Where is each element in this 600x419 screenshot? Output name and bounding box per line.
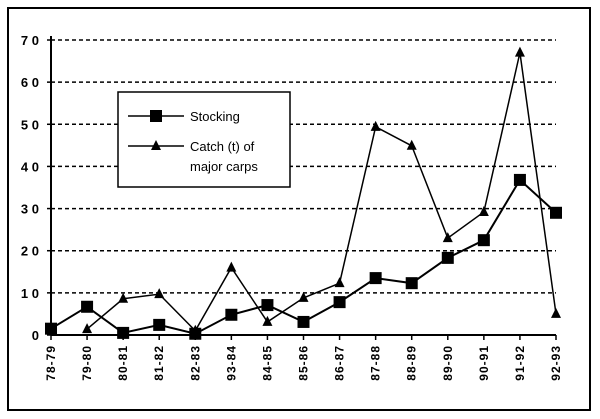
legend-label: major carps (190, 159, 258, 174)
series-line (86, 52, 557, 333)
x-tick-label: 92-93 (549, 345, 563, 381)
x-tick-label: 78-79 (44, 345, 58, 381)
x-tick-label: 80-81 (116, 345, 130, 381)
square-marker (261, 299, 274, 312)
square-marker (117, 326, 130, 339)
triangle-marker (514, 46, 525, 57)
legend: Stocking Catch (t) of major carps (117, 91, 291, 188)
triangle-marker (298, 291, 309, 302)
triangle-marker (551, 307, 561, 318)
square-marker (405, 277, 418, 290)
x-tick-label: 87-88 (369, 345, 383, 381)
square-marker (150, 110, 162, 122)
x-tick-label: 88-89 (405, 345, 419, 381)
triangle-marker (151, 140, 161, 150)
x-tick-label: 86-87 (333, 345, 347, 381)
x-tick-label: 84-85 (260, 345, 274, 381)
y-tick-label: 0 (32, 328, 39, 343)
square-marker (441, 251, 454, 264)
triangle-marker (334, 277, 345, 288)
triangle-marker (406, 139, 417, 150)
triangle-marker (190, 324, 201, 335)
x-tick-label: 85-86 (297, 345, 311, 381)
square-marker (333, 296, 346, 309)
legend-label: Stocking (190, 109, 240, 124)
y-tick-label: 7 0 (21, 33, 39, 48)
y-tick-label: 5 0 (21, 117, 39, 132)
x-tick-label: 90-91 (477, 345, 491, 381)
triangle-marker (154, 288, 165, 299)
x-tick-label: 91-92 (513, 345, 527, 381)
y-tick-label: 3 0 (21, 202, 39, 217)
series-triangle (82, 46, 561, 335)
x-tick-label: 81-82 (152, 345, 166, 381)
triangle-marker (478, 205, 489, 216)
square-marker (225, 308, 238, 321)
legend-label: Catch (t) of (190, 139, 255, 154)
x-tick-label: 89-90 (441, 345, 455, 381)
y-tick-label: 2 0 (21, 244, 39, 259)
x-tick-label: 79-80 (80, 345, 94, 381)
square-marker (477, 234, 490, 247)
series-square (45, 173, 562, 340)
triangle-marker (442, 232, 453, 243)
triangle-marker (226, 261, 237, 272)
square-marker (153, 318, 166, 331)
triangle-marker (262, 315, 273, 326)
legend-box (117, 91, 291, 188)
y-tick-label: 4 0 (21, 159, 39, 174)
y-tick-label: 6 0 (21, 75, 39, 90)
square-marker (369, 272, 382, 285)
triangle-marker (370, 120, 381, 131)
x-tick-label: 82-83 (188, 345, 202, 381)
triangle-marker (82, 323, 93, 334)
square-marker (297, 315, 310, 328)
y-tick-label: 1 0 (21, 286, 39, 301)
triangle-marker (118, 292, 129, 303)
square-marker (513, 173, 526, 186)
square-marker (550, 206, 562, 219)
square-marker (45, 322, 57, 335)
x-tick-label: 93-84 (224, 345, 238, 381)
square-marker (81, 300, 94, 313)
